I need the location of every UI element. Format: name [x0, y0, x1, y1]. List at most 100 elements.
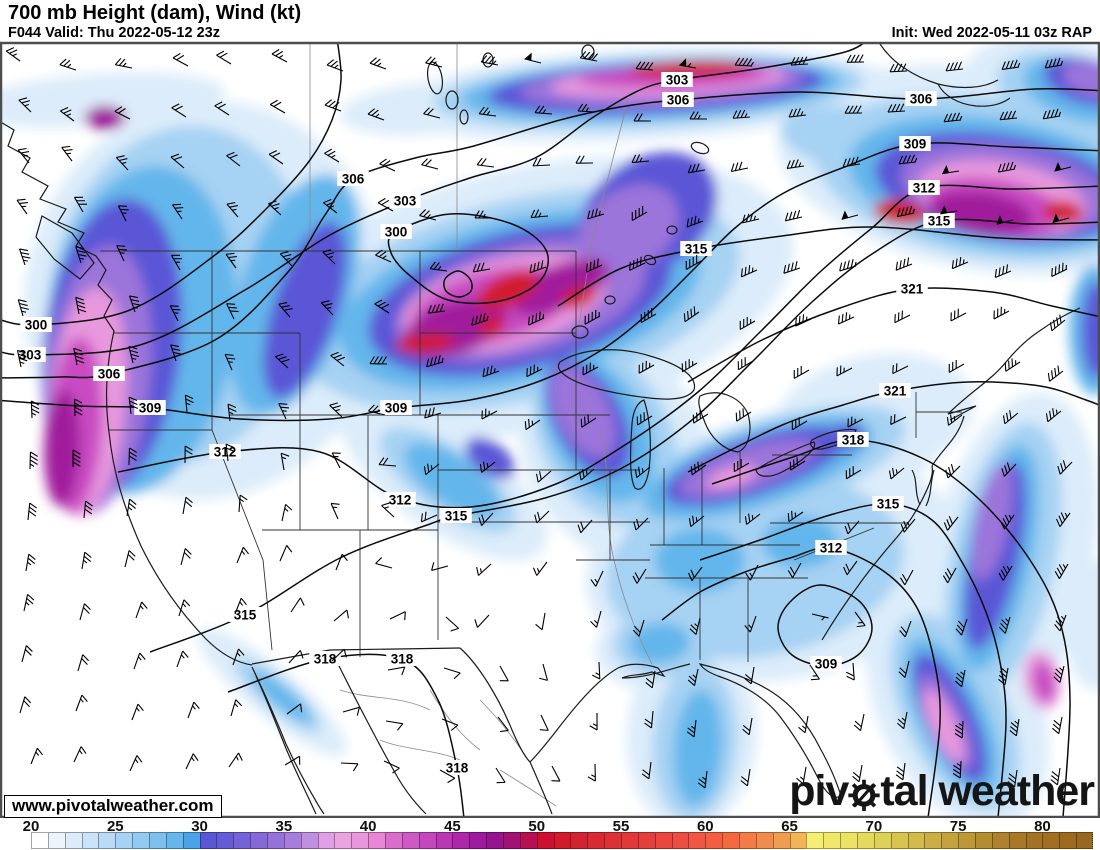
contour-label: 312 [389, 493, 412, 508]
wind-barb [837, 312, 855, 325]
wind-barb [898, 660, 910, 678]
contour-label: 315 [928, 214, 951, 229]
wind-barb [577, 103, 596, 113]
contour-label-box [872, 496, 904, 511]
wind-barb [270, 99, 286, 114]
wind-barb [331, 452, 341, 469]
wind-barb [274, 353, 290, 369]
colorbar-cell [958, 832, 975, 849]
wind-barb [424, 407, 442, 419]
wind-barb [478, 106, 497, 117]
wind-barb [534, 105, 553, 115]
wind-barb [426, 355, 444, 368]
wind-barb [997, 161, 1017, 173]
wind-barb [791, 417, 808, 431]
wind-barb [187, 701, 200, 719]
wind-barb [329, 402, 343, 418]
wind-barb [128, 295, 141, 313]
wind-barb [375, 249, 392, 263]
wind-barb [786, 159, 805, 170]
wind-barb [23, 593, 35, 612]
wind-barb [128, 396, 139, 415]
wind-barb [1054, 162, 1072, 172]
wind-barb-layer [5, 47, 1073, 789]
wind-barb [374, 299, 390, 314]
wind-barb [116, 245, 127, 262]
wind-speed-region [577, 184, 679, 276]
wind-barb [741, 212, 760, 224]
wind-barb [1049, 314, 1066, 332]
wind-barb [735, 408, 752, 422]
wind-barb [733, 459, 750, 473]
wind-barb [744, 615, 757, 633]
wind-barb [234, 597, 247, 615]
wind-barb [854, 611, 866, 628]
colorbar-cell [469, 832, 487, 849]
colorbar-cell [64, 832, 82, 849]
brand-text-pre: piv [789, 767, 849, 815]
wind-barb [842, 156, 861, 168]
brand-text-post: tal weather [880, 767, 1095, 815]
wind-barb [742, 717, 753, 736]
wind-barb [839, 259, 857, 272]
colorbar-tick-label: 65 [781, 818, 798, 835]
wind-barb [687, 163, 706, 174]
wind-barb [385, 720, 404, 731]
wind-barb [19, 248, 31, 266]
wind-barb [340, 762, 359, 772]
wind-barb [790, 56, 809, 66]
height-contour-line [557, 226, 1098, 307]
contour-label: 318 [314, 652, 337, 667]
wind-barb [77, 654, 89, 672]
colorbar-cell [334, 832, 352, 849]
wind-barb [631, 205, 648, 221]
wind-barb [368, 404, 386, 416]
wind-speed-region [630, 622, 690, 664]
wind-barb [324, 148, 340, 163]
wind-barb [687, 668, 699, 687]
wind-barb [216, 50, 232, 65]
wind-barb [387, 666, 406, 676]
height-contour-line [661, 546, 941, 816]
wind-speed-region [263, 221, 347, 399]
wind-barb [744, 513, 761, 525]
contour-label: 309 [815, 657, 838, 672]
wind-barb [998, 667, 1009, 686]
wind-barb [845, 466, 862, 480]
colorbar-cell [975, 832, 992, 849]
wind-barb [732, 109, 751, 119]
wind-speed-region [1065, 560, 1098, 690]
site-url-watermark: www.pivotalweather.com [4, 795, 222, 818]
contour-label-box [896, 281, 928, 296]
wind-barb [214, 101, 230, 116]
contour-label-box [440, 508, 472, 523]
colorbar-cell [47, 832, 65, 849]
contour-label-box [93, 366, 125, 381]
wind-barb [784, 209, 803, 222]
wind-barb [744, 666, 755, 685]
wind-barb [679, 58, 697, 69]
wind-barb [114, 57, 133, 69]
wind-barb [75, 296, 87, 315]
wind-barb [688, 515, 705, 528]
contour-label: 321 [901, 282, 924, 297]
contour-label: 306 [98, 367, 121, 382]
brand-watermark: piv tal weather [789, 767, 1095, 815]
wind-barb [25, 553, 36, 572]
wind-speed-region [550, 366, 616, 458]
wind-barb [532, 157, 551, 167]
contour-label: 306 [910, 92, 933, 107]
wind-barb [954, 720, 964, 739]
wind-barb [955, 618, 968, 636]
colorbar-cell [688, 832, 706, 849]
wind-barb [536, 470, 552, 483]
wind-barb [951, 256, 969, 270]
contour-label-box [384, 492, 416, 507]
contour-label-box [380, 400, 412, 415]
wind-barb [439, 769, 456, 784]
wind-barb [375, 557, 393, 569]
contour-label-box [661, 72, 693, 87]
wind-barb [342, 706, 360, 716]
colorbar-cell [873, 832, 891, 849]
wind-barb [476, 563, 492, 576]
